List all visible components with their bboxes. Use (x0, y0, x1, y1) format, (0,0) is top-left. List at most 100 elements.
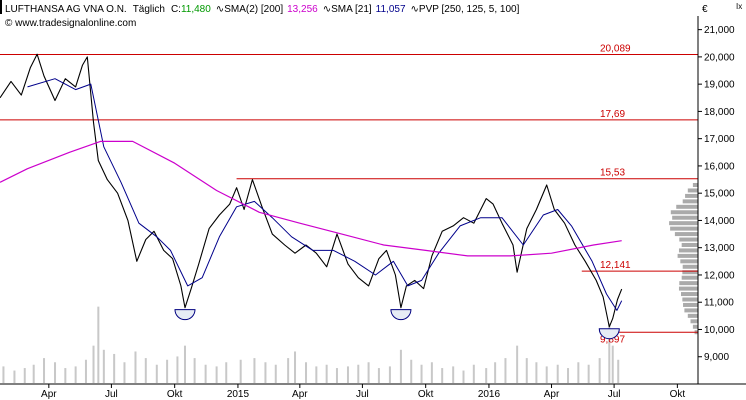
volume-bar (598, 358, 601, 383)
volume-bar (287, 358, 290, 383)
volume-bar (472, 364, 475, 383)
sma21-value: 11,057 (376, 4, 406, 15)
volume-bar (155, 364, 158, 383)
volume-bar (92, 345, 95, 383)
volume-bar (377, 368, 380, 383)
sma200-value: 13,256 (287, 4, 318, 15)
volume-bar (2, 366, 5, 383)
volume-bar (204, 364, 207, 383)
x-tick-label: Jul (356, 389, 369, 400)
volume-profile-bin (678, 248, 698, 253)
website-credit: © www.tradesignalonline.com (5, 18, 136, 29)
volume-bar (64, 368, 67, 383)
volume-profile-bin (687, 313, 698, 318)
volume-profile-bin (682, 297, 698, 302)
volume-profile-bin (670, 210, 698, 215)
volume-bar (215, 366, 218, 383)
volume-bar (410, 359, 413, 383)
volume-bar (617, 359, 620, 383)
volume-bar (462, 370, 465, 383)
trough-marker (390, 309, 412, 321)
volume-profile-bin (681, 242, 698, 247)
volume-bar (388, 366, 391, 383)
volume-bar (102, 349, 105, 383)
volume-profile-bin (681, 275, 698, 280)
volume-bar (123, 362, 126, 383)
volume-profile (669, 183, 698, 335)
volume-bar (144, 358, 147, 383)
volume-bar (183, 345, 186, 383)
corner-mark: Ix (736, 2, 742, 11)
header-legend: LUFTHANSA AG VNA O.N. Täglich C:11,480 ∿SMA… (5, 4, 520, 15)
y-tick-label: 15,000 (704, 189, 735, 200)
volume-bar (516, 345, 519, 383)
x-tick-label: Apr (544, 389, 560, 400)
x-tick-label: Apr (292, 389, 308, 400)
volume-bar (556, 364, 559, 383)
volume-bar (274, 364, 277, 383)
header-marker (0, 0, 2, 14)
x-axis: Apr Jul Okt 2015 Apr Jul Okt 2016 Apr Jul Okt (41, 384, 685, 400)
volume-bar (74, 366, 77, 383)
y-tick-label: 20,000 (704, 52, 735, 63)
volume-profile-bin (677, 253, 698, 258)
level-label: 15,53 (600, 168, 625, 179)
volume-profile-bin (687, 188, 698, 193)
volume-bar (113, 353, 116, 383)
pvp-icon: ∿ (411, 4, 419, 15)
volume-profile-bin (683, 302, 698, 307)
y-tick-label: 17,000 (704, 134, 735, 145)
y-axis: 9,000 10,000 11,000 12,000 13,000 14,000 15,00… (698, 25, 735, 363)
volume-bar (13, 370, 16, 383)
horizontal-levels: 20,089 17,69 15,53 12,141 9,897 (0, 43, 698, 345)
volume-bar (545, 366, 548, 383)
sma21-icon: ∿ (323, 4, 331, 15)
volume-bar (525, 358, 528, 383)
y-tick-label: 16,000 (704, 161, 735, 172)
level-label: 20,089 (600, 43, 631, 54)
volume-bar (367, 362, 370, 383)
volume-bar (346, 366, 349, 383)
volume-bar (166, 359, 169, 383)
volume-bar (325, 364, 328, 383)
volume-profile-bin (674, 232, 698, 237)
y-tick-label: 10,000 (704, 325, 735, 336)
volume-bar (23, 368, 26, 383)
volume-bar (305, 362, 308, 383)
x-tick-label: Jul (608, 389, 621, 400)
volume-profile-bin (692, 324, 698, 329)
volume-profile-bin (682, 270, 698, 275)
volume-bar (452, 366, 455, 383)
y-tick-label: 12,000 (704, 270, 735, 281)
volume-profile-bin (684, 308, 698, 313)
volume-profile-bin (681, 292, 698, 297)
volume-bar (420, 364, 423, 383)
volume-bar (54, 362, 57, 383)
x-tick-label: Jul (105, 389, 118, 400)
volume-profile-bin (682, 199, 698, 204)
sma21-label: SMA [21] (331, 4, 372, 15)
volume-profile-bin (685, 193, 698, 198)
volume-bar (43, 358, 46, 383)
series-lines (0, 53, 623, 328)
y-tick-label: 13,000 (704, 243, 735, 254)
volume-profile-bin (692, 183, 698, 188)
volume-bar (485, 368, 488, 383)
x-tick-label: Apr (41, 389, 57, 400)
volume-bar (567, 368, 570, 383)
trough-marker (598, 328, 620, 340)
volume-bar (357, 364, 360, 383)
volume-bar (264, 362, 267, 383)
y-tick-label: 18,000 (704, 107, 735, 118)
instrument-name: LUFTHANSA AG VNA O.N. (5, 4, 127, 15)
sma200-icon: ∿ (216, 4, 224, 15)
volume-profile-bin (690, 319, 698, 324)
level-label: 9,897 (600, 334, 625, 345)
x-tick-label: 2016 (478, 389, 501, 400)
pvp-label: PVP [250, 125, 5, 100] (419, 4, 520, 15)
volume-bar (84, 359, 87, 383)
volume-bar (494, 362, 497, 383)
series-line (27, 78, 623, 311)
